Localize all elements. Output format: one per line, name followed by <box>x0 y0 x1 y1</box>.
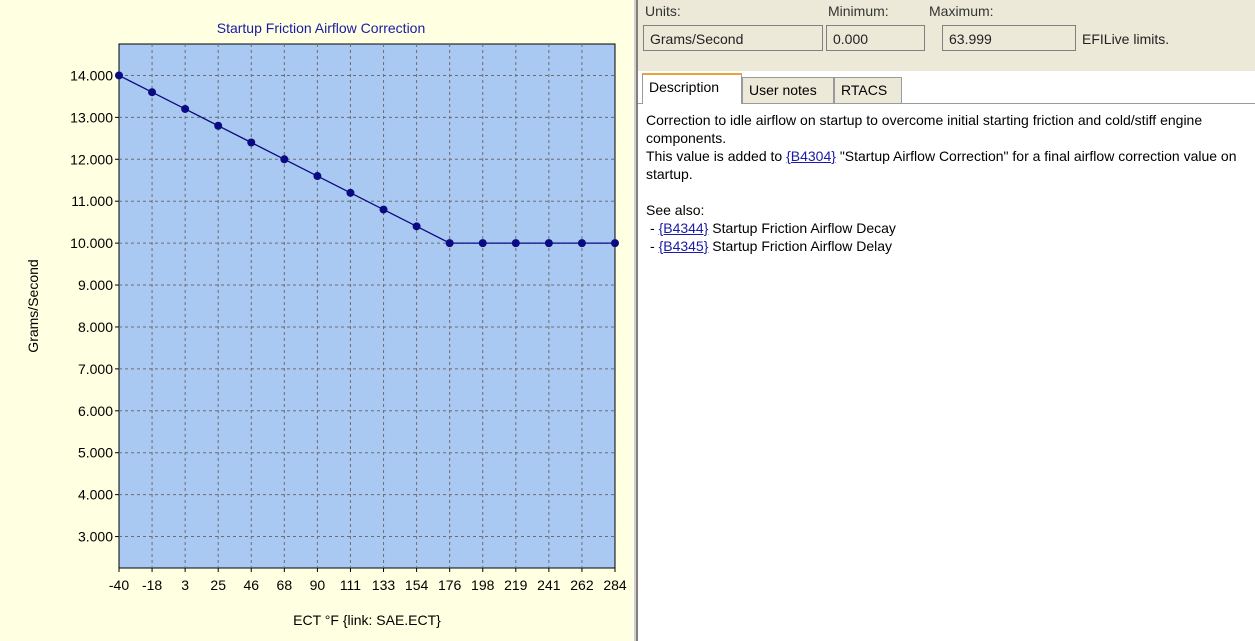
data-point <box>544 239 553 248</box>
maximum-label: Maximum: <box>929 3 994 19</box>
y-tick-label: 12.000 <box>70 151 113 167</box>
units-label: Units: <box>645 3 681 19</box>
series-polyline <box>118 74 615 244</box>
minimum-field: 0.000 <box>826 25 925 51</box>
data-point <box>148 88 157 97</box>
x-tick-label: -40 <box>109 577 129 593</box>
description-text-segment: This value is added to <box>646 148 787 164</box>
link-b4344[interactable]: {B4344} <box>658 220 709 236</box>
grid-lines <box>119 44 615 568</box>
y-tick-label: 3.000 <box>78 529 113 545</box>
data-point <box>280 155 289 164</box>
data-point <box>313 172 322 181</box>
data-point <box>445 239 454 248</box>
see-also-text: Startup Friction Airflow Decay <box>708 220 896 236</box>
x-tick-label: 198 <box>471 577 495 593</box>
data-point <box>247 138 256 147</box>
units-header: Units: Minimum: Maximum: Grams/Second 0.… <box>638 0 1255 71</box>
see-also-heading: See also: <box>646 202 705 218</box>
x-tick-label: 262 <box>570 577 594 593</box>
x-tick-label: 133 <box>372 577 396 593</box>
graph-panel: Startup Friction Airflow Correction 3.00… <box>0 0 633 641</box>
y-axis-label: Grams/Second <box>25 259 41 352</box>
maximum-field: 63.999 <box>942 25 1076 51</box>
series-line <box>118 74 615 244</box>
data-point <box>577 239 586 248</box>
bullet-dash: - <box>650 238 659 254</box>
tab-strip: Description User notes RTACS <box>638 73 1255 104</box>
data-point <box>379 205 388 214</box>
link-b4345[interactable]: {B4345} <box>658 238 709 254</box>
chart-title: Startup Friction Airflow Correction <box>217 20 426 36</box>
x-tick-label: 219 <box>504 577 528 593</box>
line-chart: Startup Friction Airflow Correction 3.00… <box>25 20 627 628</box>
description-text: Correction to idle airflow on startup to… <box>646 111 1254 255</box>
see-also-item: - {B4344} Startup Friction Airflow Decay <box>646 219 1254 237</box>
y-tick-label: 13.000 <box>70 109 113 125</box>
x-tick-label: 25 <box>210 577 226 593</box>
link-b4304[interactable]: {B4304} <box>786 148 836 164</box>
y-tick-label: 10.000 <box>70 235 113 251</box>
x-tick-label: 154 <box>405 577 429 593</box>
see-also-text: Startup Friction Airflow Delay <box>708 238 893 254</box>
y-tick-label: 11.000 <box>71 193 113 209</box>
x-tick-label: 241 <box>537 577 561 593</box>
data-point <box>115 71 123 80</box>
limits-note: EFILive limits. <box>1082 31 1170 47</box>
y-tick-label: 4.000 <box>78 487 113 503</box>
tab-rtacs[interactable]: RTACS <box>834 77 902 103</box>
plot-area <box>118 43 616 569</box>
tab-description[interactable]: Description <box>642 73 742 104</box>
y-tick-label: 14.000 <box>70 67 113 83</box>
see-also-item: - {B4345} Startup Friction Airflow Delay <box>646 237 1254 255</box>
x-tick-label: 111 <box>340 577 361 593</box>
x-tick-label: 176 <box>438 577 462 593</box>
data-point <box>511 239 520 248</box>
y-tick-label: 6.000 <box>78 403 113 419</box>
description-line: Correction to idle airflow on startup to… <box>646 112 1203 146</box>
data-point <box>214 121 223 130</box>
series-points <box>115 71 619 248</box>
minimum-label: Minimum: <box>828 3 889 19</box>
data-point <box>478 239 487 248</box>
info-panel: Units: Minimum: Maximum: Grams/Second 0.… <box>637 0 1255 641</box>
x-tick-label: 68 <box>277 577 293 593</box>
data-point <box>412 222 421 231</box>
x-axis-label: ECT °F {link: SAE.ECT} <box>293 612 441 628</box>
data-point <box>346 188 355 197</box>
x-tick-label: -18 <box>142 577 162 593</box>
splitter[interactable] <box>633 0 637 641</box>
y-tick-label: 9.000 <box>78 277 113 293</box>
tab-user-notes[interactable]: User notes <box>742 77 834 103</box>
tab-divider <box>638 103 1255 104</box>
bullet-dash: - <box>650 220 659 236</box>
description-text-segment: "Startup Airflow Correction" for a final… <box>646 148 1237 182</box>
data-point <box>611 239 619 248</box>
y-tick-label: 5.000 <box>78 445 113 461</box>
x-axis-ticks: -40 -18 3 25 46 68 90 111 133 154 176 198 219 241 262 2… <box>109 568 627 593</box>
description-line: This value is added to {B4304} "Startup … <box>646 147 1254 183</box>
x-tick-label: 284 <box>603 577 627 593</box>
x-tick-label: 90 <box>310 577 326 593</box>
y-tick-label: 7.000 <box>78 361 113 377</box>
y-axis-ticks: 3.000 4.000 5.000 6.000 7.000 8.000 9.000 10.00… <box>70 67 119 545</box>
x-tick-label: 46 <box>243 577 259 593</box>
units-field: Grams/Second <box>643 25 823 51</box>
data-point <box>181 104 190 113</box>
x-tick-label: 3 <box>181 577 189 593</box>
y-tick-label: 8.000 <box>78 319 113 335</box>
